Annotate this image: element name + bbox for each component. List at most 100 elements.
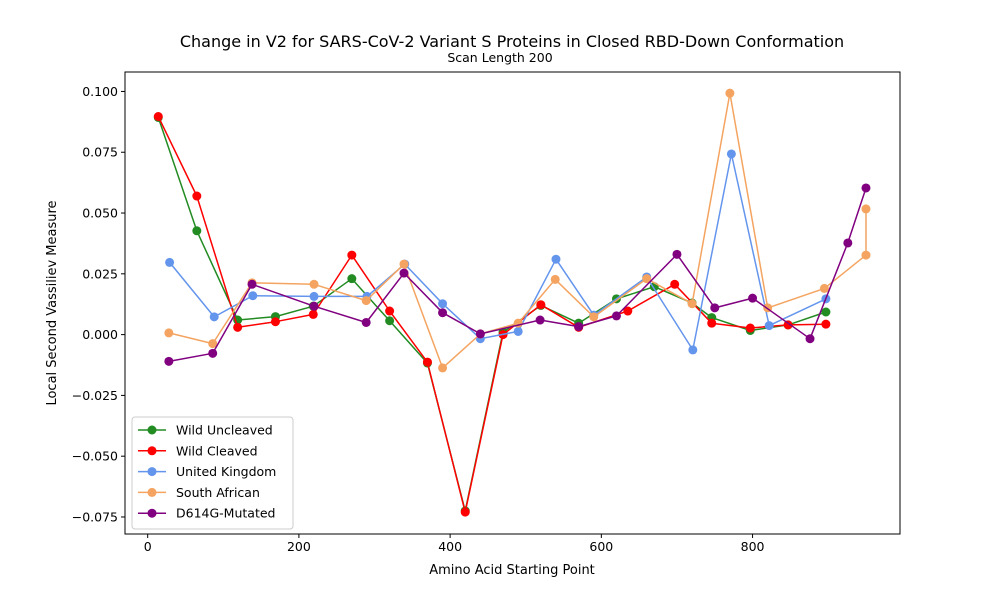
legend-label: Wild Uncleaved (176, 423, 273, 438)
x-tick-label: 400 (438, 539, 462, 554)
data-point-d614g-mutated (843, 238, 853, 248)
data-point-wild-cleaved (192, 191, 202, 201)
legend-swatch-marker (147, 487, 157, 497)
y-tick-label: −0.050 (72, 449, 118, 464)
data-point-wild-cleaved (233, 322, 243, 332)
data-point-d614g-mutated (399, 268, 409, 278)
data-point-wild-cleaved (670, 279, 680, 289)
data-point-wild-uncleaved (385, 316, 395, 326)
legend-item: South African (138, 485, 260, 500)
series-wild-cleaved (153, 111, 831, 517)
data-point-united-kingdom (309, 291, 319, 301)
series-line-wild-cleaved (157, 116, 826, 513)
data-point-wild-cleaved (347, 250, 357, 260)
legend-box (131, 416, 294, 530)
x-tick-label: 800 (741, 539, 765, 554)
chart-subtitle: Scan Length 200 (447, 50, 552, 65)
legend-label: South African (176, 485, 260, 500)
legend-label: United Kingdom (176, 464, 276, 479)
series-d614g-mutated (164, 183, 871, 366)
data-point-d614g-mutated (475, 329, 485, 339)
data-point-south-african (725, 88, 735, 98)
data-point-south-african (642, 274, 652, 284)
legend-swatch-marker (147, 508, 157, 518)
x-axis-label: Amino Acid Starting Point (429, 563, 595, 578)
legend-swatch-marker (147, 467, 157, 477)
plot-frame (124, 71, 901, 535)
data-point-wild-cleaved (308, 309, 318, 319)
data-point-united-kingdom (688, 345, 698, 355)
y-axis-label: Local Second Vassiliev Measure (45, 200, 60, 405)
data-point-united-kingdom (726, 149, 736, 159)
x-tick-label: 600 (589, 539, 613, 554)
data-point-d614g-mutated (611, 311, 621, 321)
legend-item: D614G-Mutated (138, 506, 275, 521)
series-line-south-african (168, 92, 867, 369)
y-tick-label: −0.075 (72, 509, 118, 524)
data-point-wild-cleaved (536, 300, 546, 310)
x-tick-label: 200 (287, 539, 311, 554)
data-point-d614g-mutated (710, 303, 720, 313)
data-point-d614g-mutated (164, 356, 174, 366)
data-point-united-kingdom (165, 257, 175, 267)
data-point-wild-cleaved (821, 319, 831, 329)
data-point-wild-cleaved (153, 111, 163, 121)
data-point-wild-cleaved (745, 323, 755, 333)
x-tick-label: 0 (144, 539, 152, 554)
y-tick-label: 0.075 (82, 145, 118, 160)
y-tick-label: 0.050 (82, 206, 118, 221)
data-point-wild-uncleaved (192, 226, 202, 236)
legend-swatch-marker (147, 425, 157, 435)
data-point-d614g-mutated (247, 279, 257, 289)
data-point-united-kingdom (513, 326, 523, 336)
y-tick-label: 0.000 (82, 327, 118, 342)
legend-label: D614G-Mutated (176, 506, 275, 521)
legend: Wild Uncleaved Wild Cleaved United Kingdom… (131, 416, 294, 530)
data-point-south-african (361, 296, 371, 306)
data-point-south-african (589, 312, 599, 322)
data-point-d614g-mutated (438, 308, 448, 318)
data-point-wild-cleaved (707, 318, 717, 328)
data-point-south-african (550, 274, 560, 284)
legend-item: United Kingdom (138, 464, 276, 479)
data-point-united-kingdom (764, 321, 774, 331)
data-point-d614g-mutated (861, 183, 871, 193)
data-point-south-african (861, 204, 871, 214)
data-point-wild-cleaved (623, 306, 633, 316)
data-point-d614g-mutated (309, 301, 319, 311)
data-point-united-kingdom (209, 312, 219, 322)
data-point-d614g-mutated (208, 348, 218, 358)
data-point-south-african (164, 328, 174, 338)
data-point-wild-uncleaved (347, 274, 357, 284)
legend-label: Wild Cleaved (176, 443, 258, 458)
data-point-d614g-mutated (748, 293, 758, 303)
plot-content (153, 88, 871, 517)
data-point-united-kingdom (551, 254, 561, 264)
data-point-south-african (687, 299, 697, 309)
legend-swatch-marker (147, 446, 157, 456)
data-point-wild-cleaved (385, 306, 395, 316)
data-point-united-kingdom (438, 299, 448, 309)
legend-item: Wild Cleaved (138, 443, 258, 458)
data-point-d614g-mutated (535, 315, 545, 325)
data-point-wild-cleaved (270, 317, 280, 327)
y-tick-label: 0.100 (82, 84, 118, 99)
data-point-d614g-mutated (361, 317, 371, 327)
data-point-south-african (438, 363, 448, 373)
legend-item: Wild Uncleaved (138, 423, 273, 438)
data-point-south-african (819, 283, 829, 293)
data-point-south-african (309, 279, 319, 289)
y-tick-label: 0.025 (82, 266, 118, 281)
data-point-wild-cleaved (460, 507, 470, 517)
data-point-wild-uncleaved (821, 307, 831, 317)
y-tick-label: −0.025 (72, 388, 118, 403)
series-south-african (164, 88, 871, 373)
data-point-d614g-mutated (805, 334, 815, 344)
chart-title: Change in V2 for SARS-CoV-2 Variant S Pr… (180, 32, 844, 51)
data-point-wild-cleaved (422, 357, 432, 367)
data-point-south-african (861, 250, 871, 260)
y-axis: −0.075 −0.050 −0.025 0.000 0.025 0.050 0.075 0.… (72, 84, 125, 524)
data-point-wild-cleaved (783, 320, 793, 330)
